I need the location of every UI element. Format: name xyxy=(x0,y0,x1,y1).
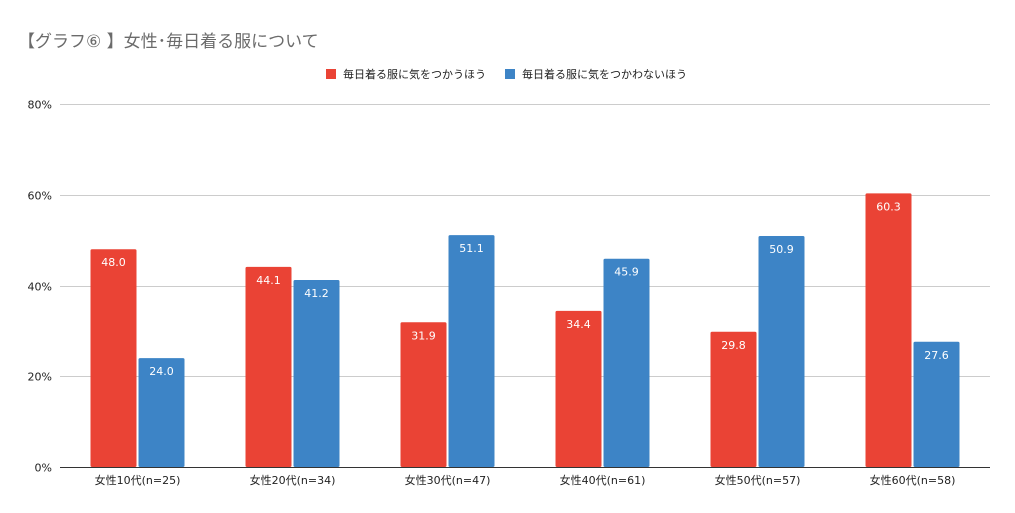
data-label: 31.9 xyxy=(411,329,436,342)
data-label: 41.2 xyxy=(304,287,329,300)
x-tick-label: 女性10代(n=25) xyxy=(95,473,181,487)
bar xyxy=(603,258,650,467)
bar xyxy=(400,322,447,467)
bar xyxy=(913,341,960,467)
bar xyxy=(293,280,340,467)
data-label: 51.1 xyxy=(459,242,484,255)
bar xyxy=(448,235,495,467)
legend-label: 毎日着る服に気をつかうほう xyxy=(343,67,486,81)
bar xyxy=(555,310,602,467)
bars: 48.0 24.0 女性10代(n=25) 44.1 41.2 女性20代(n=34) 31… xyxy=(90,193,960,487)
data-label: 29.8 xyxy=(721,339,746,352)
data-label: 24.0 xyxy=(149,365,174,378)
bar xyxy=(758,236,805,467)
legend-label: 毎日着る服に気をつかわないほう xyxy=(522,67,687,81)
x-tick-label: 女性50代(n=57) xyxy=(715,473,801,487)
y-tick-label: 60% xyxy=(28,190,52,203)
y-tick-label: 0% xyxy=(35,462,52,475)
bar xyxy=(865,193,912,468)
bar xyxy=(710,331,757,467)
y-tick-label: 20% xyxy=(28,371,52,384)
gridlines: 0% 20% 40% 60% 80% xyxy=(28,99,990,475)
y-tick-label: 40% xyxy=(28,281,52,294)
x-tick-label: 女性40代(n=61) xyxy=(560,473,646,487)
x-tick-label: 女性60代(n=58) xyxy=(870,473,956,487)
y-tick-label: 80% xyxy=(28,99,52,112)
legend-swatch xyxy=(505,69,515,79)
data-label: 27.6 xyxy=(924,349,949,362)
data-label: 44.1 xyxy=(256,274,281,287)
bar xyxy=(138,358,185,467)
data-label: 60.3 xyxy=(876,200,901,213)
legend-swatch xyxy=(326,69,336,79)
bar xyxy=(90,249,137,467)
data-label: 45.9 xyxy=(614,266,639,279)
data-label: 50.9 xyxy=(769,243,794,256)
x-tick-label: 女性30代(n=47) xyxy=(405,473,491,487)
chart-title: 【グラフ⑥ 】女性･毎日着る服について xyxy=(18,32,319,52)
x-tick-label: 女性20代(n=34) xyxy=(250,473,336,487)
bar xyxy=(245,266,292,467)
data-label: 48.0 xyxy=(101,256,126,269)
legend: 毎日着る服に気をつかうほう 毎日着る服に気をつかわないほう xyxy=(326,67,687,81)
data-label: 34.4 xyxy=(566,318,591,331)
